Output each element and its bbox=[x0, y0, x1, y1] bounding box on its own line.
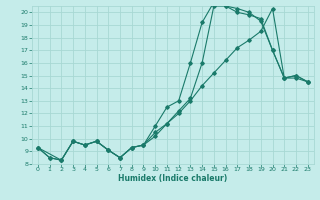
X-axis label: Humidex (Indice chaleur): Humidex (Indice chaleur) bbox=[118, 174, 228, 183]
